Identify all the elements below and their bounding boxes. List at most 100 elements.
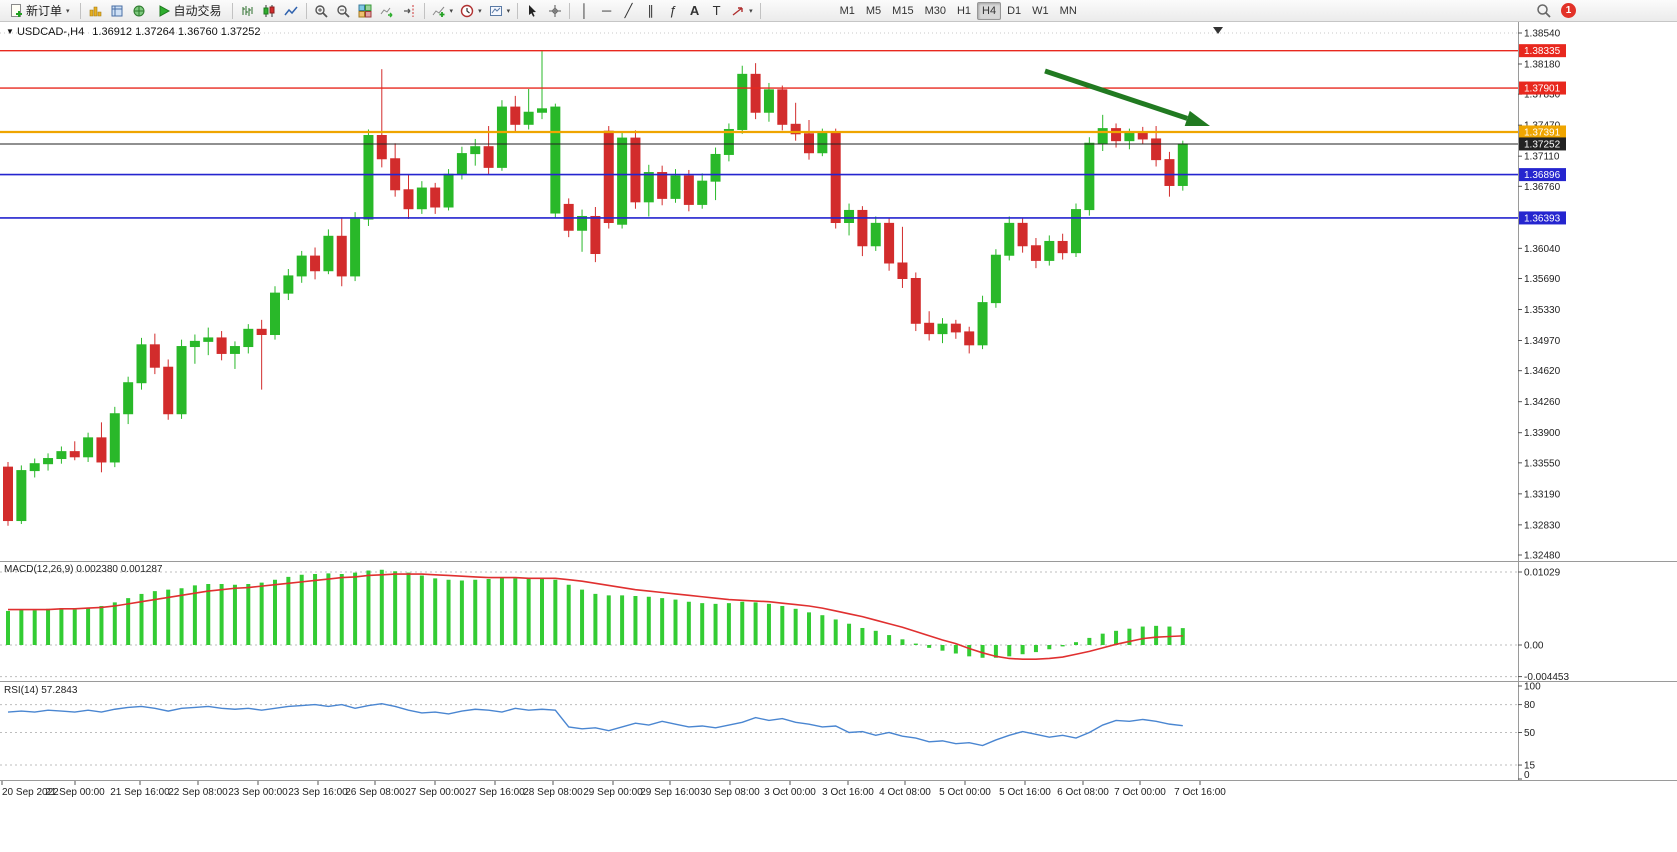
toolbar-separator — [759, 2, 761, 19]
price-badge — [1519, 211, 1566, 225]
macd-indicator-label: MACD(12,26,9) 0.002380 0.001287 — [4, 564, 162, 575]
price-tick-label: 1.34260 — [1524, 397, 1561, 408]
price-badge — [1519, 44, 1566, 58]
timeframe-m5-button[interactable]: M5 — [865, 4, 882, 17]
candlestick-icon — [263, 4, 275, 17]
chart-symbol-period: USDCAD-,H4 — [16, 26, 85, 38]
text-button[interactable]: A — [684, 1, 705, 20]
notification-count: 1 — [1565, 5, 1572, 16]
price-badge-label: 1.38335 — [1524, 46, 1561, 57]
timeframe-m15-button[interactable]: M15 — [892, 4, 914, 17]
chart-type-bar-button[interactable] — [237, 1, 258, 20]
toolbar-separator — [517, 2, 519, 19]
timeframe-d1-button[interactable]: D1 — [1007, 4, 1022, 17]
price-tick-label: 1.34970 — [1524, 336, 1561, 347]
channel-icon: ∥ — [647, 3, 654, 18]
tile-windows-icon — [358, 4, 372, 17]
auto-scroll-button[interactable] — [377, 1, 398, 20]
templates-button[interactable]: ▾ — [486, 1, 514, 20]
toolbar: 新订单 ▾ 自动交易 ▾ ▾ — [0, 0, 1677, 22]
data-window-button[interactable] — [107, 1, 128, 20]
toolbar-separator — [569, 2, 571, 19]
trend-arrow[interactable] — [1044, 68, 1189, 121]
chart-plot-area[interactable] — [0, 22, 1518, 781]
timeframe-m1-button[interactable]: M1 — [839, 4, 855, 17]
indicators-button[interactable]: ▾ — [429, 1, 457, 20]
trend-arrow-head — [1184, 110, 1210, 126]
auto-trading-label: 自动交易 — [173, 4, 222, 18]
macd-scale-label: 0.01029 — [1524, 568, 1561, 579]
chart-type-candle-button[interactable] — [259, 1, 280, 20]
fibonacci-icon: ƒ — [668, 3, 677, 18]
search-icon[interactable] — [1536, 3, 1551, 18]
market-watch-button[interactable] — [85, 1, 106, 20]
fibonacci-button[interactable]: ƒ — [662, 1, 683, 20]
time-axis-label: 7 Oct 00:00 — [1114, 787, 1166, 798]
zoom-out-button[interactable] — [333, 1, 354, 20]
triangle-marker-icon: ▼ — [6, 27, 14, 36]
price-tick-label: 1.32830 — [1524, 520, 1561, 531]
periods-button[interactable]: ▾ — [457, 1, 485, 20]
price-badge — [1519, 81, 1566, 95]
rsi-value: 57.2843 — [41, 685, 78, 696]
toolbar-separator — [305, 2, 307, 19]
price-badge-label: 1.37252 — [1524, 139, 1561, 150]
timeframe-mn-button[interactable]: MN — [1059, 4, 1077, 17]
time-axis-label: 5 Oct 16:00 — [999, 787, 1051, 798]
price-badge-label: 1.37391 — [1524, 127, 1561, 138]
price-tick-label: 1.33550 — [1524, 458, 1561, 469]
timeframe-m30-button[interactable]: M30 — [924, 4, 946, 17]
channel-button[interactable]: ∥ — [640, 1, 661, 20]
crosshair-icon — [548, 4, 561, 17]
columns-icon — [89, 6, 102, 16]
timeframe-h1-button[interactable]: H1 — [956, 4, 972, 17]
chart-shift-button[interactable] — [399, 1, 420, 20]
time-axis-label: 5 Oct 00:00 — [939, 787, 991, 798]
new-order-button[interactable]: 新订单 ▾ — [3, 1, 76, 20]
rsi-name: RSI(14) — [4, 685, 39, 696]
timeframe-h4-button[interactable]: H4 — [977, 1, 1002, 20]
horizontal-line-button[interactable]: ─ — [596, 1, 617, 20]
time-axis-label: 29 Sep 00:00 — [583, 787, 643, 798]
horizontal-line-icon: ─ — [601, 3, 612, 18]
navigator-button[interactable] — [129, 1, 150, 20]
notification-badge[interactable]: 1 — [1561, 3, 1576, 18]
price-badge-label: 1.36393 — [1524, 213, 1561, 224]
line-chart-icon — [284, 6, 298, 15]
rsi-scale-label: 100 — [1524, 682, 1541, 693]
price-tick-label: 1.36760 — [1524, 182, 1561, 193]
price-tick-label: 1.35690 — [1524, 274, 1561, 285]
label-icon: T — [712, 3, 721, 18]
macd-name: MACD(12,26,9) — [4, 564, 74, 575]
rsi-scale-label: 50 — [1524, 728, 1536, 739]
auto-trading-button[interactable]: 自动交易 — [151, 1, 228, 20]
chart-shift-marker[interactable] — [1213, 27, 1223, 34]
trendline-button[interactable]: ╱ — [618, 1, 639, 20]
time-axis-label: 27 Sep 00:00 — [405, 787, 465, 798]
chart-type-line-button[interactable] — [281, 1, 302, 20]
price-badge — [1519, 125, 1566, 139]
price-tick-label: 1.37110 — [1524, 152, 1560, 163]
arrows-tool-button[interactable]: ▾ — [728, 1, 756, 20]
crosshair-button[interactable] — [544, 1, 565, 20]
macd-scale-label: -0.004453 — [1524, 672, 1569, 683]
bar-chart-icon — [242, 5, 253, 16]
price-tick-label: 1.38180 — [1524, 60, 1561, 71]
time-axis-label: 30 Sep 08:00 — [700, 787, 760, 798]
price-badge-label: 1.36896 — [1524, 170, 1561, 181]
tile-windows-button[interactable] — [355, 1, 376, 20]
chart-ohlc-values: 1.36912 1.37264 1.36760 1.37252 — [92, 26, 261, 38]
price-badge-label: 1.37901 — [1524, 84, 1561, 95]
zoom-in-button[interactable] — [311, 1, 332, 20]
price-tick-label: 1.38540 — [1524, 29, 1561, 40]
compass-icon — [133, 5, 145, 16]
vertical-line-button[interactable]: │ — [574, 1, 595, 20]
price-scale[interactable]: 1.385401.381801.378301.374701.371101.367… — [1518, 29, 1561, 562]
price-tick-label: 1.33900 — [1524, 428, 1561, 439]
price-tick-label: 1.37830 — [1524, 90, 1561, 101]
timeframe-w1-button[interactable]: W1 — [1032, 4, 1049, 17]
macd-values: 0.002380 0.001287 — [76, 564, 163, 575]
arrow-shape-icon — [732, 6, 743, 16]
cursor-button[interactable] — [522, 1, 543, 20]
text-label-button[interactable]: T — [706, 1, 727, 20]
